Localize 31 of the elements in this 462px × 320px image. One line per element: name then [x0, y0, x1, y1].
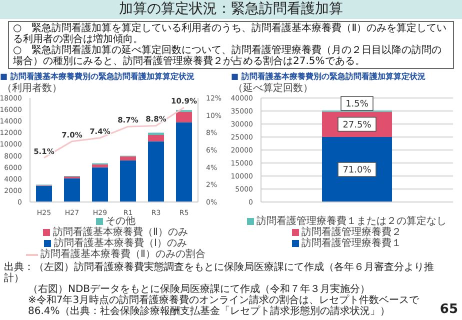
annotation: 1.5%	[346, 99, 369, 110]
y-axis-title: （延べ算定回数）	[232, 83, 314, 94]
text: ○ 緊急訪問看護加算を算定している利用者のうち、訪問看護基本療養費（Ⅱ）のみを算定している利用者の割合は増加傾向。	[13, 23, 448, 45]
bar	[36, 186, 52, 202]
y-axis-title: （利用者数）	[1, 83, 63, 94]
legend-label: 訪問看護基本療養費（Ⅱ）のみ	[53, 227, 188, 238]
chart-title: ■ 訪問看護基本療養費別の緊急訪問看護加算算定状況	[231, 72, 426, 81]
bar	[92, 164, 108, 168]
source-note: 出典：（左図）訪問看護療養費実態調査をもとに保険局医療課にて作成（各年６月審査分より推計）	[4, 262, 435, 284]
legend-label: 訪問看護基本療養費（Ⅱ）のみの割合	[40, 249, 206, 260]
text: 加算の算定状況：緊急訪問看護加算	[0, 0, 462, 19]
bar	[148, 134, 164, 142]
bar	[64, 178, 80, 202]
bar	[176, 122, 192, 202]
bar	[120, 160, 136, 202]
legend-label: 訪問看護管理療養費２	[302, 227, 402, 238]
text: 65	[440, 302, 458, 317]
annotation: 71.0%	[342, 166, 372, 176]
legend-label: その他	[106, 216, 136, 227]
bar	[176, 112, 192, 122]
legend-label: 訪問看護管理療養費１	[302, 238, 402, 249]
legend-label: 訪問看護管理療養費１または２の算定なし	[256, 216, 446, 227]
bar	[120, 156, 136, 160]
legend-label: 訪問看護基本療養費（Ⅰ）のみ	[54, 238, 187, 249]
annotation: 27.5%	[342, 120, 372, 130]
chart-title: ■ 訪問看護基本療養費別の緊急訪問看護加算算定状況	[0, 72, 194, 81]
bar	[148, 141, 164, 202]
bar	[92, 167, 108, 202]
text: ※令和7年3月時点の訪問看護療養費のオンライン請求の割合は、レセプト件数ベースで86.4%（出典：社会保険診療報酬支払基金「レセプト請求形態別の請求状況」）	[27, 295, 420, 317]
text: ○ 緊急訪問看護加算の延べ算定回数について、訪問看護管理療養費（月の２日目以降の訪問の場合）の種別にみると、訪問看護管理療養費２が占める割合は27.5%である。	[13, 45, 443, 67]
text: （右図）NDBデータをもとに保険局医療課にて作成（令和７年３月実施分）	[27, 284, 372, 295]
